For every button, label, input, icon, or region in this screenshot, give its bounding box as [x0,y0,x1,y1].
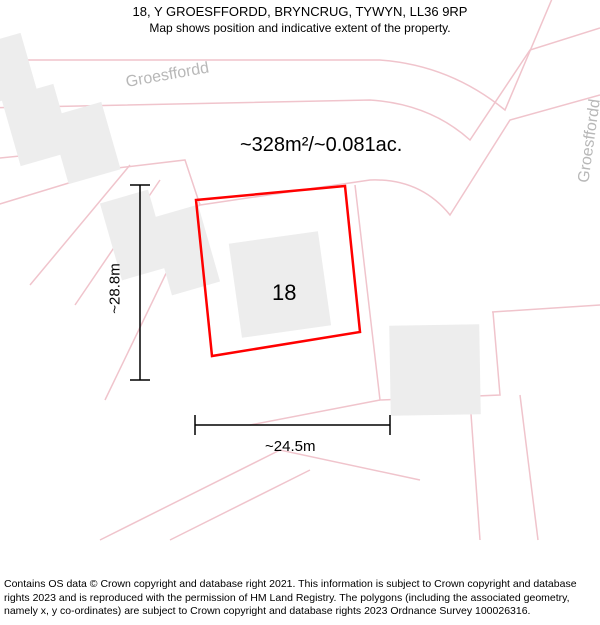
header: 18, Y GROESFFORDD, BRYNCRUG, TYWYN, LL36… [0,4,600,35]
width-label: ~24.5m [265,438,315,455]
width-measure [195,415,390,435]
copyright-text: Contains OS data © Crown copyright and d… [4,578,596,619]
map-subtitle: Map shows position and indicative extent… [0,21,600,35]
map-area: Groesffordd Groesffordd ~328m²/~0.081ac.… [0,0,600,625]
plot-number: 18 [272,280,296,306]
map-svg [0,0,600,625]
area-label: ~328m²/~0.081ac. [240,134,402,157]
buildings [0,33,481,416]
address-title: 18, Y GROESFFORDD, BRYNCRUG, TYWYN, LL36… [0,4,600,19]
height-label: ~28.8m [107,263,124,313]
